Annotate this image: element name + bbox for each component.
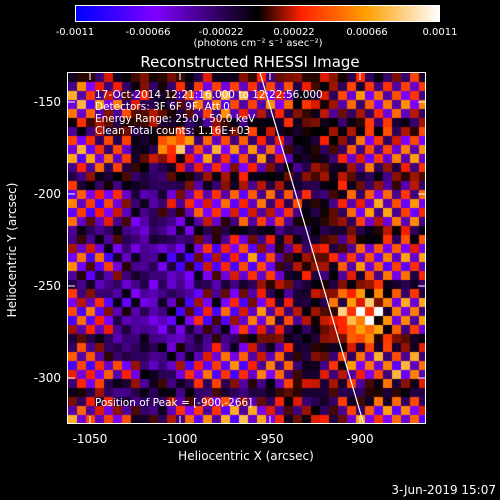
colorbar-tick: -0.0011 — [55, 27, 95, 38]
info-clean-counts: Clean Total counts: 1.16E+03 — [95, 125, 251, 137]
x-tick-label: -1050 — [72, 432, 108, 446]
x-tick-label: -1000 — [162, 432, 198, 446]
info-time-range: 17-Oct-2014 12:21:16.000 to 12:22:56.000 — [95, 89, 323, 101]
colorbar-tick: 0.00066 — [346, 27, 388, 38]
info-peak-position: Position of Peak = [-900,-266] — [95, 397, 253, 409]
info-energy-range: Energy Range: 25.0 - 50.0 keV — [95, 113, 256, 125]
colorbar-tick: 0.0011 — [422, 27, 458, 38]
y-tick-label: -300 — [33, 371, 61, 385]
colorbar — [75, 5, 440, 22]
y-tick-label: -150 — [33, 95, 61, 109]
plot-title: Reconstructed RHESSI Image — [140, 53, 360, 71]
y-tick-label: -200 — [33, 187, 61, 201]
y-tick-label: -250 — [33, 279, 61, 293]
x-tick-label: -900 — [346, 432, 374, 446]
colorbar-tick: -0.00066 — [125, 27, 171, 38]
y-axis-label: Heliocentric Y (arcsec) — [5, 182, 19, 318]
x-tick-label: -950 — [256, 432, 284, 446]
solar-limb-line — [259, 73, 364, 423]
colorbar-units: (photons cm⁻² s⁻¹ asec⁻²) — [193, 38, 323, 49]
colorbar-tick: -0.00022 — [198, 27, 244, 38]
timestamp: 3-Jun-2019 15:07 — [391, 483, 496, 497]
colorbar-tick: 0.00022 — [273, 27, 315, 38]
heatmap-image — [68, 73, 425, 423]
plot-area: 17-Oct-2014 12:21:16.000 to 12:22:56.000… — [67, 72, 426, 424]
info-detectors: Detectors: 3F 6F 9F, Att 0 — [95, 101, 230, 113]
plot-overlay — [259, 73, 364, 423]
x-axis-label: Heliocentric X (arcsec) — [178, 449, 314, 463]
